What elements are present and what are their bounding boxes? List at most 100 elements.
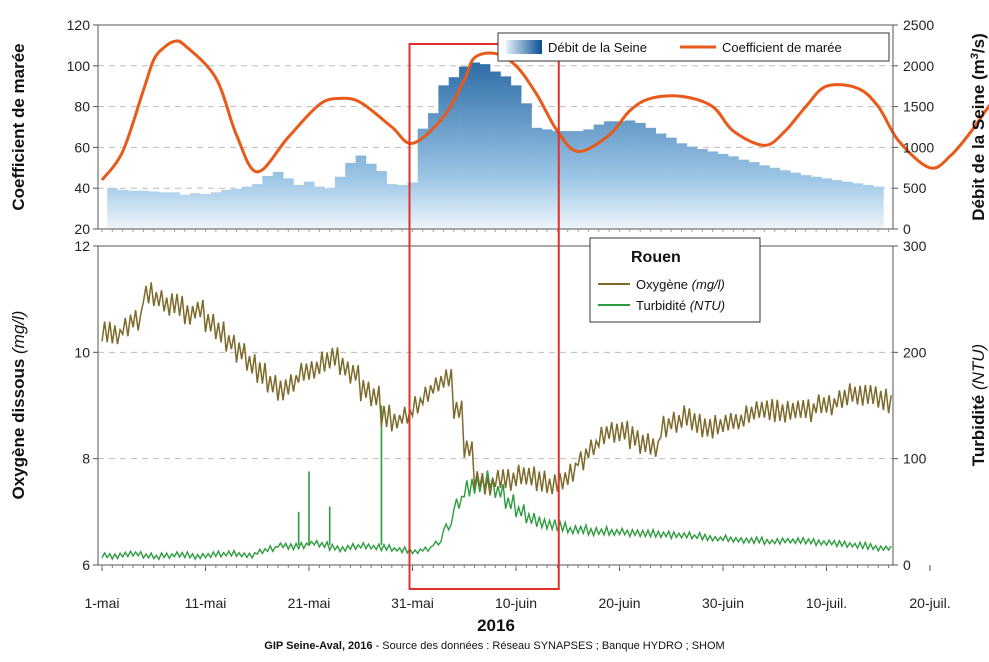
bottom-panel-frame: [97, 245, 894, 566]
discharge-bar: [221, 189, 232, 229]
top-left-axis-ticks: 20 40 60 80 100 120: [67, 17, 98, 237]
y-tick-label: 40: [74, 180, 90, 196]
discharge-bar: [624, 120, 636, 229]
discharge-bar: [583, 129, 594, 229]
source-caption-org: GIP Seine-Aval, 2016: [264, 640, 373, 652]
discharge-bar: [541, 129, 553, 229]
discharge-bars: [107, 62, 884, 230]
y-tick-label: 1000: [903, 139, 934, 155]
y-tick-label: 120: [67, 17, 91, 33]
y-tick-label: 500: [903, 180, 927, 196]
discharge-bar: [831, 180, 843, 229]
legend-swatch-discharge: [506, 40, 542, 54]
x-tick-label: 10-juil.: [806, 595, 847, 611]
discharge-bar: [127, 190, 139, 229]
discharge-bar: [283, 178, 294, 229]
discharge-bar: [158, 192, 170, 229]
bottom-left-axis-title: Oxygène dissous (mg/l): [9, 311, 28, 500]
x-tick-label: 20-juil.: [909, 595, 950, 611]
discharge-bar: [490, 71, 501, 230]
source-caption-text: - Source des données : Réseau SYNAPSES ;…: [372, 640, 725, 652]
discharge-bar: [117, 189, 129, 229]
discharge-bar: [873, 186, 884, 229]
discharge-bar: [779, 170, 791, 229]
y-tick-label: 200: [903, 344, 927, 360]
y-tick-label: 10: [74, 344, 90, 360]
highlight-box: [408, 43, 560, 590]
bottom-panel-grid: [98, 351, 893, 460]
discharge-bar: [572, 131, 584, 229]
y-tick-label: 6: [82, 557, 90, 573]
discharge-bar: [469, 62, 481, 230]
discharge-bar: [417, 128, 429, 229]
discharge-bar: [521, 103, 532, 229]
discharge-bar: [800, 175, 812, 229]
discharge-bar: [676, 143, 688, 229]
bottom-left-axis-ticks: 6 8 10 12: [74, 238, 98, 573]
discharge-bar: [645, 127, 657, 229]
x-tick-label: 21-mai: [288, 595, 331, 611]
bottom-right-axis-ticks: 0 100 200 300: [893, 238, 927, 573]
x-tick-label: 31-mai: [391, 595, 434, 611]
discharge-bar: [200, 193, 211, 229]
discharge-bar: [479, 64, 491, 229]
discharge-bar: [738, 159, 750, 229]
discharge-bar: [231, 189, 243, 229]
discharge-bar: [324, 188, 336, 229]
discharge-bar: [438, 85, 450, 229]
oxygen-series: [101, 282, 892, 496]
y-tick-label: 2500: [903, 17, 934, 33]
y-tick-label: 20: [74, 221, 90, 237]
discharge-bar: [862, 184, 874, 229]
discharge-bar: [562, 131, 574, 229]
top-right-axis-ticks: 0 500 1000 1500 2000 2500: [893, 17, 934, 237]
discharge-bar: [407, 182, 418, 229]
discharge-bar: [448, 77, 460, 229]
turbidity-series: [101, 405, 892, 561]
x-tick-label: 10-juin: [495, 595, 537, 611]
y-tick-label: 80: [74, 99, 90, 115]
discharge-bar: [107, 188, 118, 229]
discharge-bar: [666, 137, 677, 229]
discharge-bar: [345, 162, 356, 229]
y-tick-label: 2000: [903, 58, 934, 74]
discharge-bar: [272, 171, 284, 229]
legend-label-oxygen: Oxygène (mg/l): [636, 277, 725, 292]
discharge-bar: [748, 162, 760, 229]
discharge-bar: [314, 186, 325, 229]
source-caption: GIP Seine-Aval, 2016 - Source des donnée…: [0, 640, 989, 652]
discharge-bar: [334, 176, 346, 229]
discharge-bar: [459, 66, 470, 229]
discharge-bar: [810, 176, 822, 229]
discharge-bar: [365, 163, 377, 229]
bottom-legend-box: [589, 237, 761, 323]
discharge-bar: [686, 146, 698, 229]
tide-coefficient-line: [100, 39, 989, 181]
x-tick-label: 20-juin: [598, 595, 640, 611]
y-tick-label: 300: [903, 238, 927, 254]
legend-title-station: Rouen: [631, 249, 681, 266]
discharge-bar: [138, 190, 149, 229]
discharge-bar: [531, 127, 543, 229]
discharge-bar: [821, 178, 832, 229]
discharge-bar: [396, 184, 408, 229]
discharge-bar: [189, 193, 201, 229]
discharge-bar: [759, 165, 770, 229]
top-left-axis-title: Coefficient de marée: [9, 43, 28, 210]
discharge-bar: [552, 131, 563, 229]
discharge-bar: [769, 167, 781, 229]
y-tick-label: 60: [74, 139, 90, 155]
discharge-bar: [148, 191, 160, 229]
x-tick-label: 11-mai: [185, 595, 227, 611]
discharge-bar: [303, 181, 315, 229]
legend-label-tide: Coefficient de marée: [722, 40, 842, 55]
y-tick-label: 100: [903, 451, 927, 467]
discharge-bar: [593, 124, 605, 229]
top-right-axis-title: Débit de la Seine (m3/s): [969, 33, 988, 221]
bottom-legend: Rouen Oxygène (mg/l) Turbidité (NTU): [589, 237, 761, 323]
discharge-bar: [697, 149, 708, 229]
y-tick-label: 100: [67, 58, 91, 74]
top-legend: Débit de la Seine Coefficient de marée: [497, 32, 890, 62]
x-axis-ticks: 1-mai 11-mai 21-mai 31-mai 10-juin 20-juin 30-…: [84, 229, 951, 611]
x-axis-title: 2016: [477, 616, 515, 635]
